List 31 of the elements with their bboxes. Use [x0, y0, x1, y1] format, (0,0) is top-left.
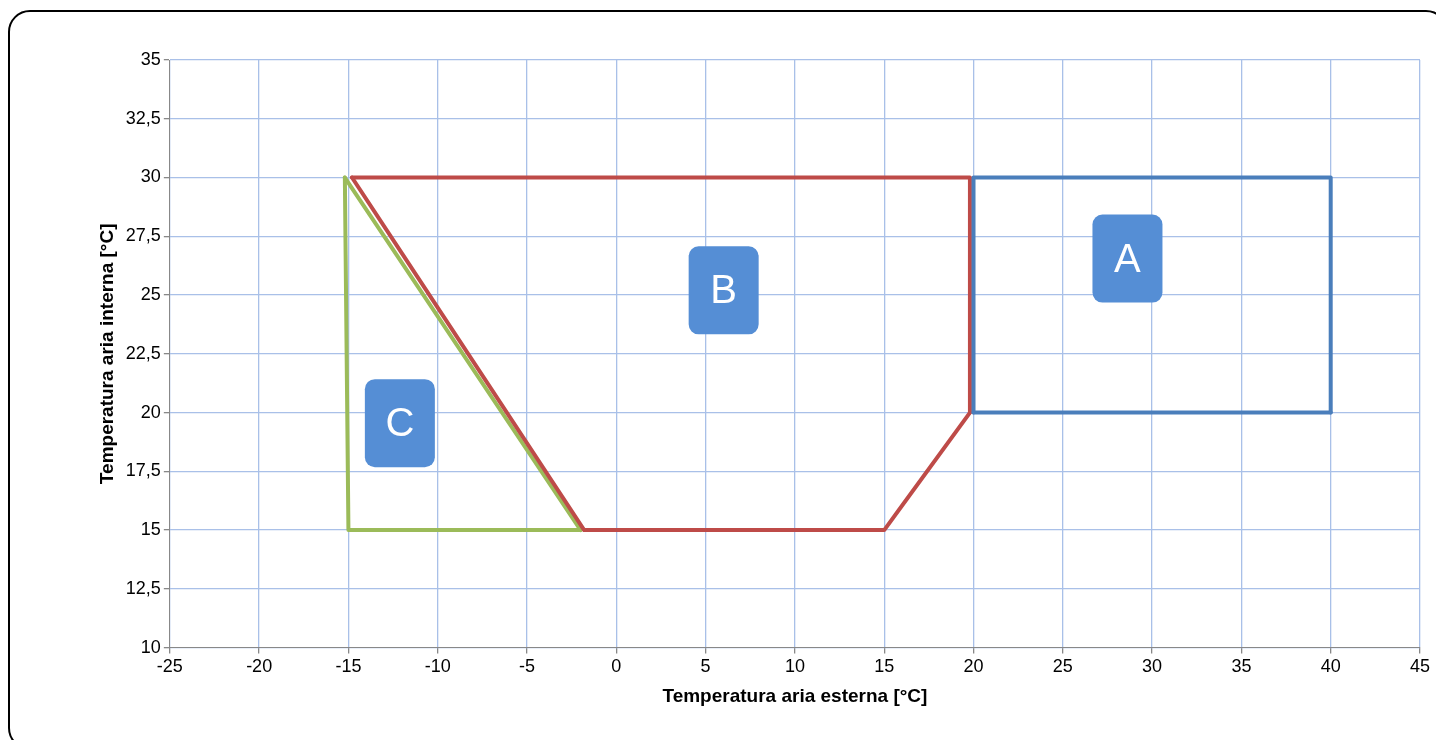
x-tick-label: 45	[1409, 656, 1431, 677]
x-tick-label: 15	[874, 656, 895, 677]
x-axis-title: Temperatura aria esterna [°C]	[662, 684, 928, 706]
x-tick-label: -10	[424, 656, 451, 677]
y-tick-label: 32,5	[125, 107, 161, 128]
x-tick-label: -5	[519, 656, 536, 677]
x-tick-label: 25	[1052, 656, 1073, 677]
y-tick-label: 35	[140, 48, 161, 69]
y-tick-label: 27,5	[125, 225, 161, 246]
annotation: B	[710, 267, 737, 312]
y-tick-label: 20	[140, 401, 161, 422]
x-tick-label: -20	[246, 656, 273, 677]
x-tick-label: 30	[1142, 656, 1163, 677]
y-tick-label: 17,5	[125, 460, 161, 481]
annotation: C	[385, 400, 415, 445]
y-tick-label: 25	[140, 284, 161, 305]
y-tick-label: 12,5	[125, 577, 161, 598]
x-tick-label: 40	[1320, 656, 1341, 677]
x-tick-label: 0	[611, 656, 622, 677]
x-tick-label: 5	[700, 656, 711, 677]
x-tick-label: -15	[335, 656, 362, 677]
x-tick-label: 20	[963, 656, 984, 677]
x-tick-label: -25	[156, 656, 183, 677]
annotation: A	[1114, 235, 1142, 280]
y-axis-title: Temperatura aria interna [°C]	[95, 223, 117, 485]
x-tick-label: 10	[784, 656, 805, 677]
y-tick-label: 15	[140, 519, 161, 540]
y-tick-label: 30	[140, 166, 161, 187]
y-tick-label: 10	[140, 636, 161, 657]
x-tick-label: 35	[1231, 656, 1252, 677]
y-tick-label: 22,5	[125, 342, 161, 363]
